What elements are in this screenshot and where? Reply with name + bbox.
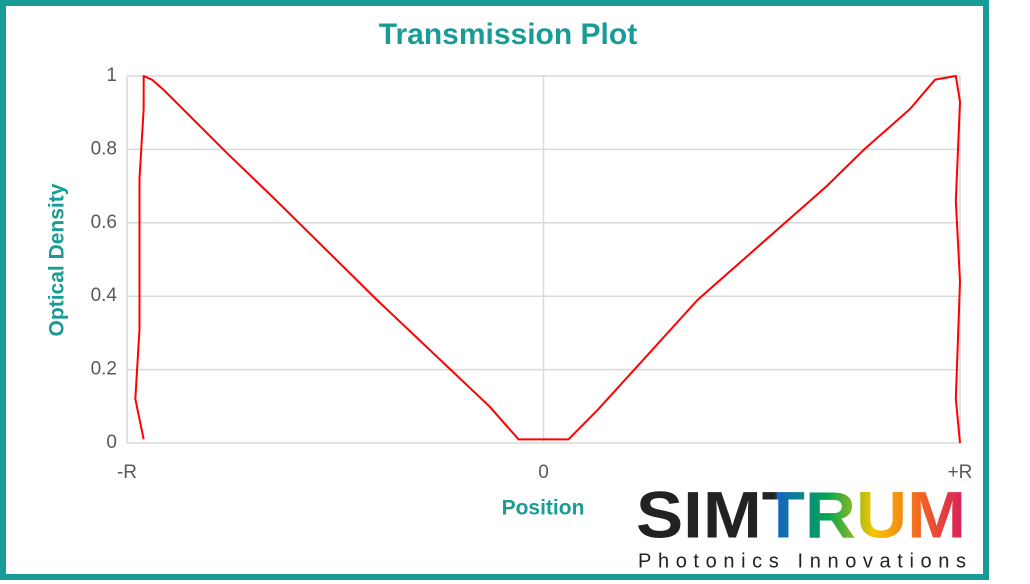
y-tick-label: 0.8 (91, 138, 117, 159)
y-tick-label: 0.2 (91, 359, 117, 380)
y-tick-label: 0 (106, 432, 117, 453)
x-tick-label: 0 (538, 462, 549, 483)
y-tick-label: 0.4 (91, 285, 118, 306)
x-tick-label: -R (117, 462, 137, 483)
chart-title: Transmission Plot (379, 18, 637, 51)
data-line (134, 75, 961, 444)
y-axis-title: Optical Density (46, 183, 69, 336)
y-tick-label: 1 (106, 65, 117, 86)
x-tick-label: +R (948, 462, 973, 483)
frame (0, 0, 989, 580)
y-tick-label: 0.6 (91, 212, 117, 233)
x-axis-title: Position (502, 497, 585, 520)
logo: SIMTRUM (636, 477, 966, 551)
